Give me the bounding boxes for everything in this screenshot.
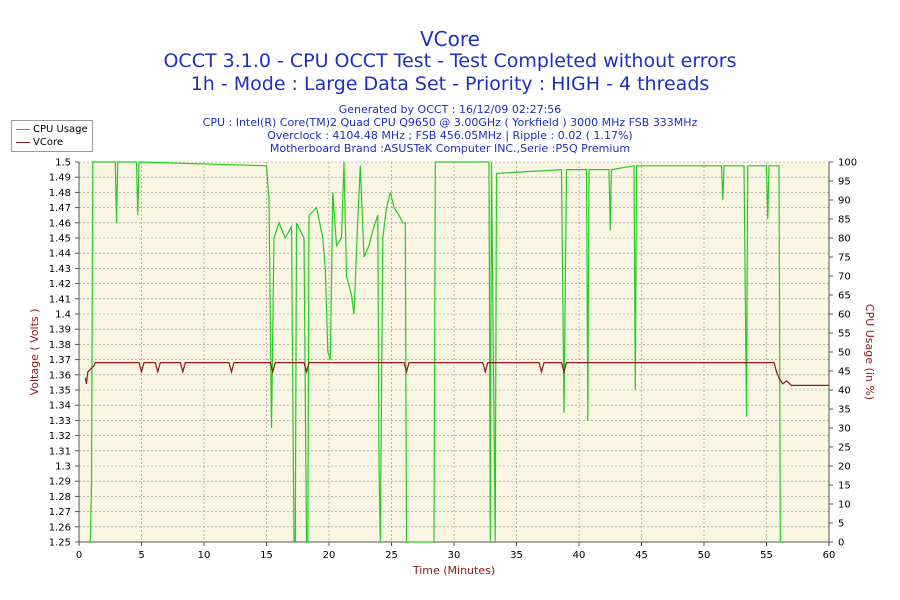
legend-item-cpu-usage: CPU Usage <box>16 123 88 136</box>
y-left-tick-label: 1.41 <box>49 294 71 305</box>
y-right-tick-label: 15 <box>838 481 851 492</box>
x-tick-label: 45 <box>635 550 648 561</box>
y-right-tick-label: 65 <box>838 291 851 302</box>
x-tick-label: 30 <box>448 550 461 561</box>
y-left-tick-label: 1.27 <box>49 507 71 518</box>
y-left-tick-label: 1.31 <box>49 446 71 457</box>
y-right-tick-label: 80 <box>838 234 851 245</box>
y-left-tick-label: 1.33 <box>49 416 71 427</box>
y-left-axis-label: Voltage ( Volts ) <box>28 309 41 396</box>
x-tick-label: 50 <box>698 550 711 561</box>
y-left-tick-label: 1.4 <box>55 310 71 321</box>
x-tick-label: 25 <box>385 550 398 561</box>
x-tick-label: 5 <box>138 550 144 561</box>
y-right-tick-label: 85 <box>838 215 851 226</box>
y-left-tick-label: 1.49 <box>49 173 71 184</box>
y-left-tick-label: 1.47 <box>49 203 71 214</box>
y-right-tick-label: 25 <box>838 443 851 454</box>
y-left-tick-label: 1.29 <box>49 477 71 488</box>
legend: CPU Usage VCore <box>11 120 93 152</box>
info-generated: Generated by OCCT : 16/12/09 02:27:56 <box>338 103 562 116</box>
y-right-tick-label: 60 <box>838 310 851 321</box>
y-left-tick-label: 1.32 <box>49 431 71 442</box>
y-right-tick-label: 5 <box>838 519 844 530</box>
x-tick-label: 0 <box>76 550 82 561</box>
y-left-tick-label: 1.28 <box>49 492 71 503</box>
info-overclock: Overclock : 4104.48 MHz ; FSB 456.05MHz … <box>267 129 633 142</box>
y-right-tick-label: 10 <box>838 500 851 511</box>
y-left-tick-label: 1.48 <box>49 188 71 199</box>
y-right-tick-label: 0 <box>838 538 844 549</box>
y-left-tick-label: 1.35 <box>49 386 71 397</box>
x-tick-label: 15 <box>260 550 273 561</box>
chart-subtitle-2: 1h - Mode : Large Data Set - Priority : … <box>190 73 710 95</box>
y-right-tick-label: 55 <box>838 329 851 340</box>
info-motherboard: Motherboard Brand :ASUSTeK Computer INC.… <box>269 142 631 155</box>
y-left-tick-label: 1.3 <box>55 462 71 473</box>
y-right-tick-label: 20 <box>838 462 851 473</box>
series-line-cpu-usage <box>89 161 783 543</box>
chart-title: VCore <box>420 27 480 51</box>
y-right-tick-label: 70 <box>838 272 851 283</box>
y-left-tick-label: 1.36 <box>49 370 71 381</box>
legend-item-vcore: VCore <box>16 136 63 149</box>
y-right-axis-label: CPU Usage (in %) <box>863 304 876 400</box>
x-tick-label: 35 <box>510 550 523 561</box>
legend-label: VCore <box>33 137 63 148</box>
y-right-tick-label: 30 <box>838 424 851 435</box>
y-left-tick-label: 1.5 <box>55 158 71 169</box>
y-right-tick-label: 40 <box>838 386 851 397</box>
x-axis-label: Time (Minutes) <box>412 564 495 577</box>
y-right-tick-label: 50 <box>838 348 851 359</box>
series-line-vcore <box>84 362 829 386</box>
y-left-tick-label: 1.45 <box>49 234 71 245</box>
y-left-tick-label: 1.44 <box>49 249 71 260</box>
y-left-tick-label: 1.25 <box>49 538 71 549</box>
y-right-tick-label: 100 <box>838 158 857 169</box>
y-left-tick-label: 1.46 <box>49 218 71 229</box>
x-tick-label: 20 <box>323 550 336 561</box>
chart-subtitle-1: OCCT 3.1.0 - CPU OCCT Test - Test Comple… <box>163 50 737 72</box>
y-right-tick-label: 95 <box>838 177 851 188</box>
x-tick-label: 55 <box>760 550 773 561</box>
y-left-tick-label: 1.39 <box>49 325 71 336</box>
y-right-tick-label: 35 <box>838 405 851 416</box>
info-cpu: CPU : Intel(R) Core(TM)2 Quad CPU Q9650 … <box>202 116 698 129</box>
y-right-tick-label: 75 <box>838 253 851 264</box>
y-left-tick-label: 1.34 <box>49 401 71 412</box>
y-left-tick-label: 1.38 <box>49 340 71 351</box>
x-tick-label: 60 <box>823 550 836 561</box>
y-left-tick-label: 1.26 <box>49 522 71 533</box>
y-left-tick-label: 1.43 <box>49 264 71 275</box>
x-tick-label: 40 <box>573 550 586 561</box>
y-right-tick-label: 90 <box>838 196 851 207</box>
y-left-tick-label: 1.37 <box>49 355 71 366</box>
x-tick-label: 10 <box>198 550 211 561</box>
y-right-tick-label: 45 <box>838 367 851 378</box>
legend-label: CPU Usage <box>33 124 88 135</box>
y-left-tick-label: 1.42 <box>49 279 71 290</box>
